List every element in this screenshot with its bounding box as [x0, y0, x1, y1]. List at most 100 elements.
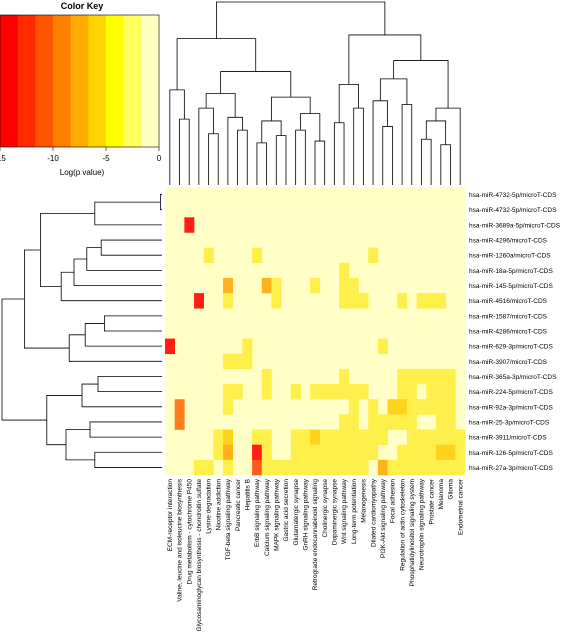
heatmap-cell [310, 459, 321, 476]
row-dendrogram-branch [1, 298, 47, 421]
heatmap-cell [213, 429, 224, 445]
heatmap-cell [348, 384, 359, 400]
heatmap-cell [445, 429, 456, 445]
heatmap-cell [339, 444, 350, 461]
heatmap-cell [261, 429, 272, 445]
heatmap-cell [368, 444, 379, 461]
column-labels: ECM-receptor interaction Valine, leucine … [167, 478, 464, 631]
column-dendrogram-branch [382, 126, 393, 185]
heatmap-cell [300, 429, 311, 445]
heatmap-cell [339, 368, 350, 385]
heatmap-cell [387, 399, 398, 415]
column-label: TGF-beta signaling pathway [225, 478, 232, 560]
heatmap-cell [300, 444, 311, 461]
column-label: ErbB signaling pathway [254, 478, 261, 547]
heatmap-cell [426, 384, 437, 400]
row-dendrogram-branch [60, 271, 162, 302]
heatmap-cell [194, 459, 205, 476]
heatmap-cell [339, 414, 350, 430]
column-label: Gastric acid secretion [283, 479, 290, 542]
column-label: Phosphatidylinositol signaling system [409, 479, 416, 586]
heatmap-cell [223, 444, 234, 461]
row-label: hsa-miR-4732-5p/microT-CDS [469, 207, 557, 214]
heatmap-cell [339, 429, 350, 445]
row-label: hsa-miR-92a-3p/microT-CDS [469, 404, 553, 411]
heatmap-cell [271, 459, 282, 476]
heatmap-cell [426, 444, 437, 461]
column-dendrogram-branch [275, 135, 287, 185]
column-dendrogram-branch [314, 140, 326, 185]
heatmap-cell [426, 459, 437, 476]
heatmap-cell [348, 429, 359, 445]
heatmap-cell [223, 459, 234, 476]
column-dendrogram-branch [421, 138, 432, 185]
column-dendrogram-branch [208, 133, 219, 185]
heatmap-cell [348, 459, 359, 476]
heatmap-cell [348, 399, 359, 415]
heatmap-cell [310, 384, 321, 400]
heatmap-cell [368, 414, 379, 430]
heatmap-cell [416, 399, 427, 415]
heatmap-cell [300, 459, 311, 476]
column-label: Melanogenesis [361, 478, 368, 522]
color-key-swatch [70, 15, 89, 147]
column-label: Retrograde endocannabinoid signaling [312, 479, 319, 591]
heatmap-cell [455, 429, 466, 445]
column-dendrogram-branch [338, 83, 359, 123]
heatmap-cell [377, 459, 388, 476]
column-dendrogram-branch [353, 107, 364, 185]
heatmap-cell [397, 368, 408, 385]
heatmap-cell [368, 247, 379, 264]
row-dendrogram-branch [24, 249, 70, 349]
heatmap-cell [261, 277, 272, 294]
row-dendrogram-branch [97, 376, 162, 393]
row-dendrogram-branch [81, 383, 162, 408]
heatmap-cell [377, 338, 388, 355]
row-dendrogram-branch [84, 323, 162, 347]
row-dendrogram-branch [65, 429, 95, 461]
column-label: Dopaminergic synapse [332, 479, 339, 546]
heatmap-cell [358, 384, 369, 400]
column-dendrogram-branch [348, 34, 422, 85]
color-key-swatch [17, 15, 36, 147]
row-label: hsa-miR-3907/microT-CDS [469, 359, 548, 366]
row-dendrogram-branch [94, 201, 162, 226]
row-dendrogram-branch [104, 315, 162, 332]
column-dendrogram-branch [295, 129, 306, 185]
heatmap-cell [232, 384, 243, 400]
heatmap-cell [329, 459, 340, 476]
column-dendrogram-branch [216, 1, 386, 39]
heatmap-cell [223, 384, 234, 400]
heatmap-cell [435, 384, 446, 400]
heatmap-cell [406, 399, 417, 415]
row-label: hsa-miR-25-3p/microT-CDS [469, 419, 550, 426]
heatmap-cell [329, 384, 340, 400]
color-key-xlabel: Log(p value) [60, 168, 105, 177]
heatmap-cell [406, 384, 417, 400]
row-label: hsa-miR-18a-5p/microT-CDS [469, 268, 553, 275]
column-dendrogram-branch [205, 93, 236, 118]
color-key-swatch [106, 15, 125, 147]
column-label: Focal adhesion [390, 479, 397, 523]
heatmap-cell [435, 444, 446, 461]
color-key-tick-label: 0 [157, 154, 162, 163]
color-key-swatch [53, 15, 72, 147]
heatmap-cell [397, 444, 408, 461]
row-dendrogram-branch [94, 451, 162, 468]
row-label: hsa-miR-4296/microT-CDS [469, 238, 548, 245]
heatmap-cell [406, 459, 417, 476]
heatmap-cell [358, 444, 369, 461]
column-dendrogram-branch [271, 96, 311, 121]
row-label: hsa-miR-27a-3p/microT-CDS [469, 465, 553, 472]
color-key-swatch [35, 15, 54, 147]
color-key-tick-label: -10 [47, 154, 59, 163]
heatmap-cell [310, 429, 321, 445]
heatmap-cell [261, 459, 272, 476]
heatmap-cell [368, 429, 379, 445]
heatmap-cell [435, 414, 446, 430]
heatmap-cell [406, 414, 417, 430]
heatmap-cell [358, 293, 369, 309]
row-label: hsa-miR-145-5p/microT-CDS [469, 283, 553, 290]
heatmap-cells [165, 187, 466, 476]
row-label: hsa-miR-4516/microT-CDS [469, 298, 548, 305]
